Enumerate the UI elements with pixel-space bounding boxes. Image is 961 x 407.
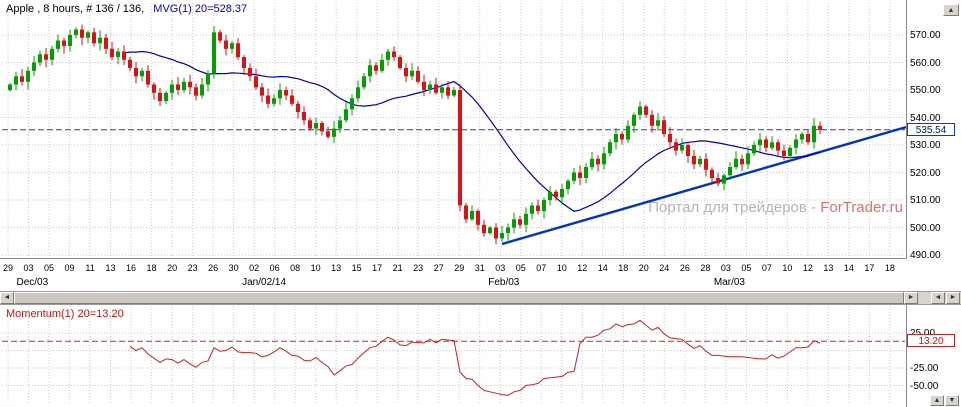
price-axis-label: 540.00	[910, 112, 941, 124]
date-label: 07	[536, 263, 547, 273]
date-label: 02	[249, 263, 260, 273]
date-label: 24	[659, 263, 670, 273]
price-axis-label: 530.00	[910, 140, 941, 151]
watermark-text: Портал для трейдеров -	[648, 199, 821, 216]
price-axis-label: 520.00	[910, 167, 941, 179]
date-label: 28	[700, 263, 711, 273]
date-label: 12	[802, 263, 813, 273]
month-label: Feb/03	[488, 277, 520, 288]
date-label: 17	[864, 263, 875, 273]
scroll-page-right-button[interactable]: ►	[946, 292, 960, 304]
date-label: 10	[556, 263, 567, 273]
watermark-brand: ForTrader.ru	[820, 199, 903, 216]
date-label: 29	[2, 263, 14, 273]
date-label: 05	[44, 263, 55, 273]
ma-indicator-label: MVG(1) 20=528.37	[153, 3, 248, 15]
date-label: 26	[679, 263, 690, 273]
date-label: 21	[392, 263, 403, 273]
date-label: 27	[433, 263, 444, 273]
date-label: 09	[64, 263, 75, 273]
date-label: 17	[372, 263, 383, 273]
price-axis-label: 500.00	[910, 222, 941, 234]
date-label: 05	[741, 263, 752, 273]
date-label: 23	[187, 263, 198, 273]
date-label: 16	[126, 263, 137, 273]
date-label: 05	[515, 263, 526, 273]
date-label: 23	[413, 263, 424, 273]
momentum-axis[interactable]: 25.00 -25.00 -50.00 13.20	[907, 305, 961, 407]
date-label: 13	[331, 263, 342, 273]
scroll-page-left-button[interactable]: ◄	[931, 292, 945, 304]
last-price-tag: 535.54	[907, 122, 955, 136]
month-label: Mar/03	[713, 277, 745, 288]
date-label: 12	[577, 263, 588, 273]
date-label: 26	[208, 263, 219, 273]
price-axis-label: 550.00	[910, 85, 941, 96]
date-label: 11	[85, 263, 95, 273]
momentum-axis-label: 25.00	[910, 328, 935, 339]
date-label: 13	[105, 263, 116, 273]
month-label: Jan/02/14	[242, 277, 287, 288]
scroll-right-button[interactable]: ►	[904, 292, 918, 304]
chart-header: Apple , 8 hours, # 136 / 136, MVG(1) 20=…	[6, 3, 247, 15]
scroll-up-button[interactable]: ▲	[930, 395, 944, 406]
date-label: 03	[23, 263, 34, 273]
date-label: 18	[618, 263, 629, 273]
scrollbar-thumb[interactable]	[14, 292, 904, 304]
h-scrollbar[interactable]: ◄ ► ◄ ►	[0, 291, 961, 305]
price-axis-label: 560.00	[910, 57, 941, 69]
watermark: Портал для трейдеров - ForTrader.ru	[648, 199, 903, 216]
momentum-value-tag: 13.20	[907, 334, 955, 348]
momentum-axis-label: -50.00	[910, 380, 939, 392]
price-axis-label: 490.00	[910, 250, 941, 261]
date-label: 03	[495, 263, 506, 273]
date-label: 18	[146, 263, 157, 273]
momentum-chart-area[interactable]	[0, 305, 907, 407]
scroll-down-button[interactable]: ▼	[945, 395, 959, 406]
date-label: 13	[823, 263, 834, 273]
momentum-axis-label: -25.00	[910, 363, 939, 374]
date-axis: 29 03 05 09 11 13 16 18 20 23 26 30 02 06 08 10 13 15 17 21…	[0, 259, 961, 291]
date-label: 06	[269, 263, 280, 273]
price-axis-label: 570.00	[910, 30, 941, 41]
month-label: Dec/03	[16, 277, 49, 288]
date-label: 30	[228, 263, 239, 273]
date-label: 20	[638, 263, 649, 273]
date-label: 18	[884, 263, 895, 273]
price-axis[interactable]: 570.00 560.00 550.00 540.00 530.00 520.00 510.…	[907, 0, 961, 261]
date-label: 20	[167, 263, 178, 273]
date-label: 10	[310, 263, 321, 273]
date-label: 14	[597, 263, 608, 273]
scroll-left-button[interactable]: ◄	[0, 292, 14, 304]
date-label: 03	[720, 263, 731, 273]
date-label: 14	[843, 263, 854, 273]
date-label: 07	[761, 263, 772, 273]
price-chart-area[interactable]	[0, 0, 907, 259]
price-axis-label: 510.00	[910, 195, 941, 206]
collapse-panel-button[interactable]: ▲	[943, 4, 959, 16]
date-label: 31	[474, 263, 485, 273]
date-label: 08	[290, 263, 301, 273]
date-label: 15	[351, 263, 362, 273]
date-label: 10	[782, 263, 793, 273]
momentum-indicator-label: Momentum(1) 20=13.20	[6, 308, 124, 320]
symbol-info-label: Apple , 8 hours, # 136 / 136,	[6, 3, 145, 15]
date-label: 29	[454, 263, 465, 273]
